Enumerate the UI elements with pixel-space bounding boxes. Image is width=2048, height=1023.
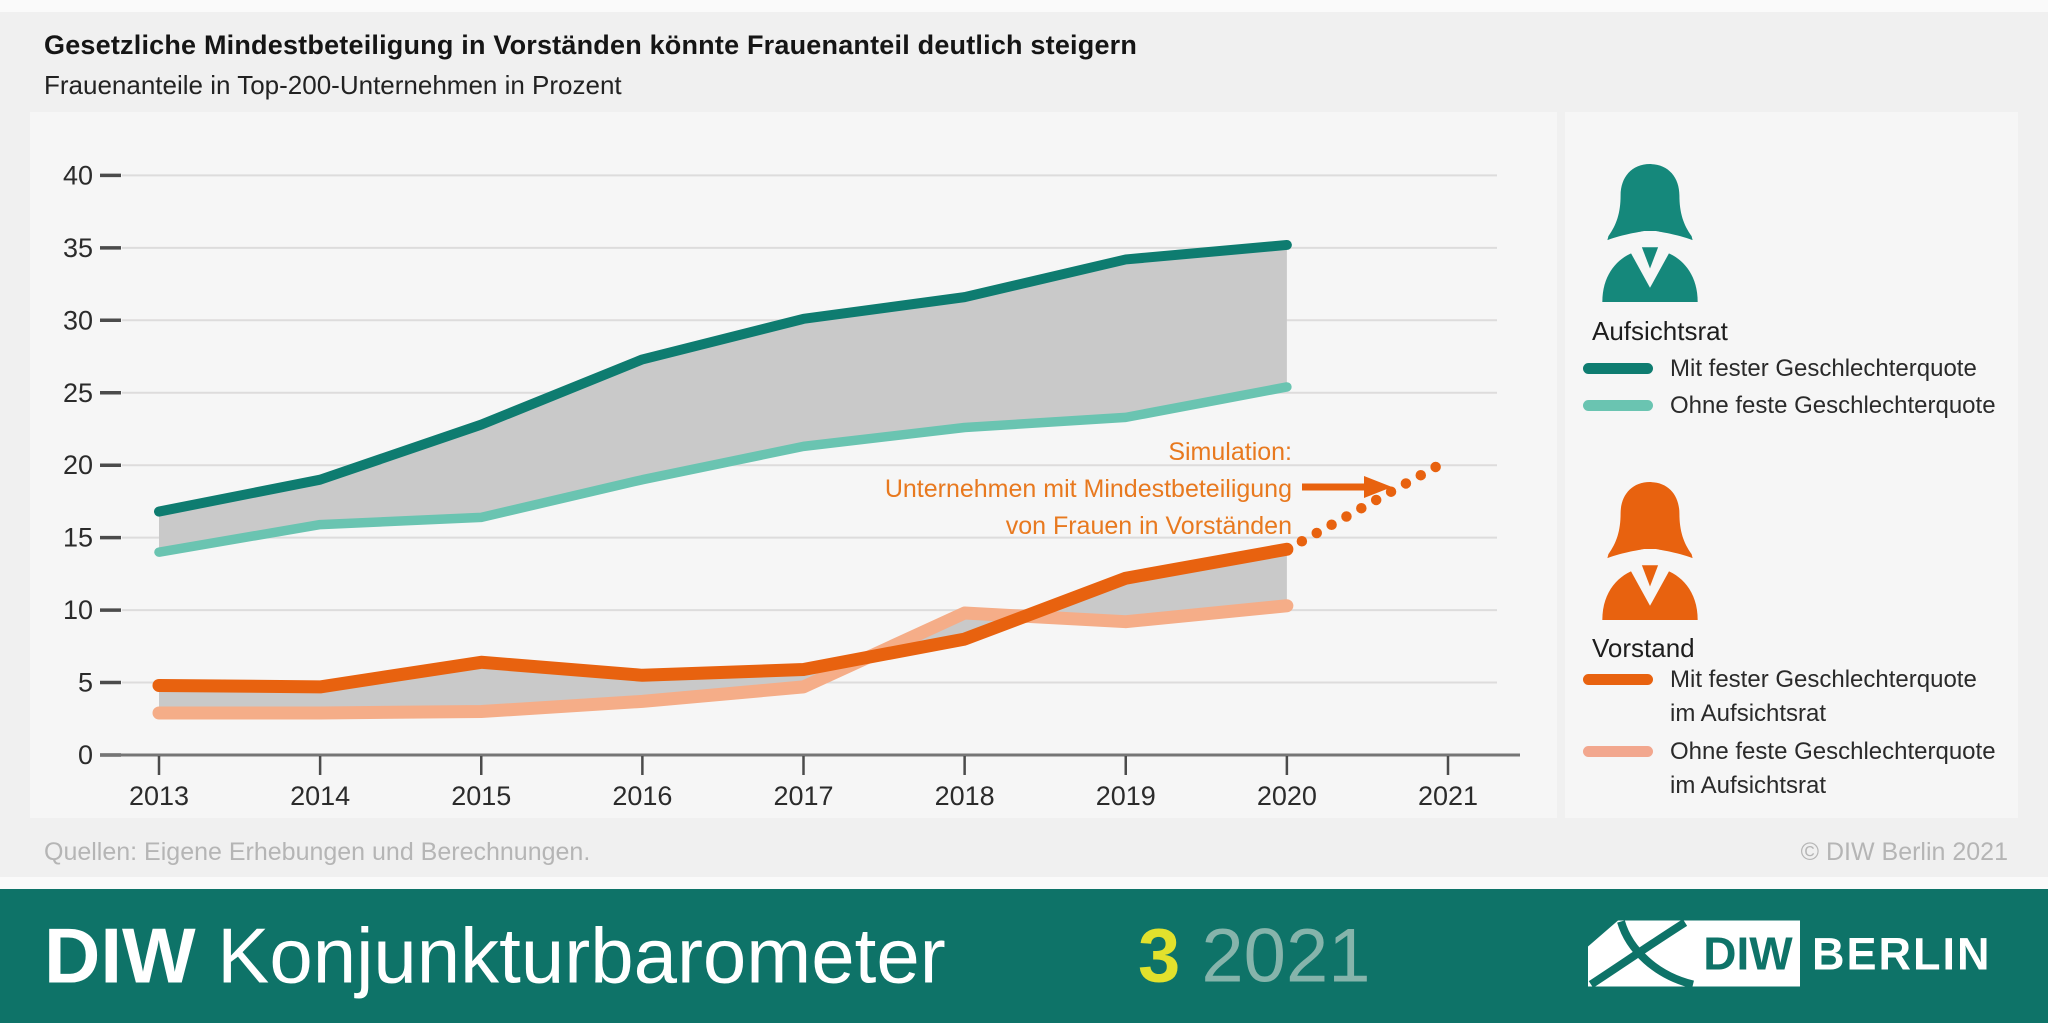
woman-silhouette-icon-aufsichtsrat (1588, 160, 1712, 302)
legend-group-title-aufsichtsrat: Aufsichtsrat (1592, 316, 1728, 346)
legend-label-line: Ohne feste Geschlechterquote (1670, 738, 1996, 765)
page-title: Gesetzliche Mindestbeteiligung in Vorstä… (44, 30, 1138, 60)
footer-band: DIW Konjunkturbarometer 3 2021 DIW BERLI… (0, 889, 2048, 1023)
series-line-aufsichtsrat-ohne-feste-geschlechterquote (154, 382, 1292, 557)
series-line-vorstand-ohne-feste-geschlechterquote (152, 599, 1294, 720)
x-tick-label: 2016 (612, 781, 672, 811)
y-tick-label: 25 (63, 378, 93, 408)
logo-swoosh-down (1617, 920, 1695, 989)
x-tick-label: 2013 (129, 781, 189, 811)
woman-silhouette-icon (1602, 482, 1698, 620)
y-tick-label: 5 (78, 668, 93, 698)
legend-label-vorstand-ohne: Ohne feste Geschlechterquote im Aufsicht… (1670, 735, 1996, 803)
footer-brand-diw: DIW (44, 911, 196, 1000)
y-tick-label: 20 (63, 450, 93, 480)
legend-label-aufsichtsrat-ohne: Ohne feste Geschlechterquote (1670, 392, 1996, 419)
band-fill (159, 244, 1287, 553)
y-tick-label: 30 (63, 305, 93, 335)
woman-silhouette-icon-vorstand (1588, 478, 1712, 620)
footer-brand-name: Konjunkturbarometer (217, 911, 946, 1000)
y-tick-label: 0 (78, 740, 93, 770)
logo-berlin-text: BERLIN (1812, 929, 1992, 980)
legend-label-line: im Aufsichtsrat (1670, 700, 1827, 727)
x-tick-label: 2020 (1257, 781, 1317, 811)
x-tick-label: 2018 (935, 781, 995, 811)
legend-label-line: im Aufsichtsrat (1670, 772, 1827, 799)
diw-berlin-logo: DIW BERLIN (1588, 919, 2018, 993)
y-tick-label: 10 (63, 595, 93, 625)
chart-canvas: 0 5 10 15 20 25 30 35 40 2013 2014 2015 2016 2017 2018… (63, 160, 1520, 811)
copyright-note: © DIW Berlin 2021 (1800, 838, 2008, 866)
logo-diw-text: DIW (1703, 928, 1793, 980)
legend-swatch-vorstand-mit (1583, 674, 1653, 685)
footer-issue-number: 3 (1138, 913, 1181, 999)
x-tick-label: 2015 (451, 781, 511, 811)
x-tick-label: 2019 (1096, 781, 1156, 811)
footer-separator-strip (0, 877, 2048, 889)
legend-label-aufsichtsrat-mit: Mit fester Geschlechterquote (1670, 355, 1977, 382)
x-tick-label: 2021 (1418, 781, 1478, 811)
top-strip (0, 0, 2048, 12)
footer-issue: 3 2021 (1138, 913, 1370, 1000)
footer-brand: DIW Konjunkturbarometer (44, 911, 946, 1002)
y-tick-label: 40 (63, 160, 93, 190)
simulation-dotted-line (1296, 457, 1449, 547)
legend-swatch-vorstand-ohne (1583, 746, 1653, 757)
legend-label-vorstand-mit: Mit fester Geschlechterquote im Aufsicht… (1670, 663, 1977, 731)
series-line-aufsichtsrat-mit-fester-geschlechterquote (154, 239, 1292, 517)
annotation-arrow-head (1364, 476, 1392, 498)
legend-label-line: Mit fester Geschlechterquote (1670, 666, 1977, 693)
footer-issue-year: 2021 (1201, 913, 1371, 999)
legend-swatch-aufsichtsrat-ohne (1583, 400, 1653, 411)
annotation-line-2: Unternehmen mit Mindestbeteiligung (884, 475, 1292, 503)
page-subtitle: Frauenanteile in Top-200-Unternehmen in … (44, 70, 622, 100)
annotation-line-3: von Frauen in Vorständen (1005, 512, 1292, 540)
diw-berlin-logo-graphic: DIW BERLIN (1588, 919, 1992, 989)
annotation-line-1: Simulation: (1168, 438, 1292, 466)
y-tick-label: 15 (63, 523, 93, 553)
source-note: Quellen: Eigene Erhebungen und Berechnun… (44, 838, 591, 866)
legend-group-title-vorstand: Vorstand (1592, 633, 1695, 663)
x-tick-label: 2014 (290, 781, 350, 811)
logo-white-field (1588, 920, 1800, 987)
legend-swatch-aufsichtsrat-mit (1583, 363, 1653, 374)
x-tick-label: 2017 (773, 781, 833, 811)
series-line-vorstand-mit-fester-geschlechterquote (152, 542, 1294, 694)
woman-silhouette-icon (1602, 164, 1698, 302)
y-tick-label: 35 (63, 233, 93, 263)
simulation-annotation: Simulation: Unternehmen mit Mindestbetei… (885, 434, 1292, 545)
